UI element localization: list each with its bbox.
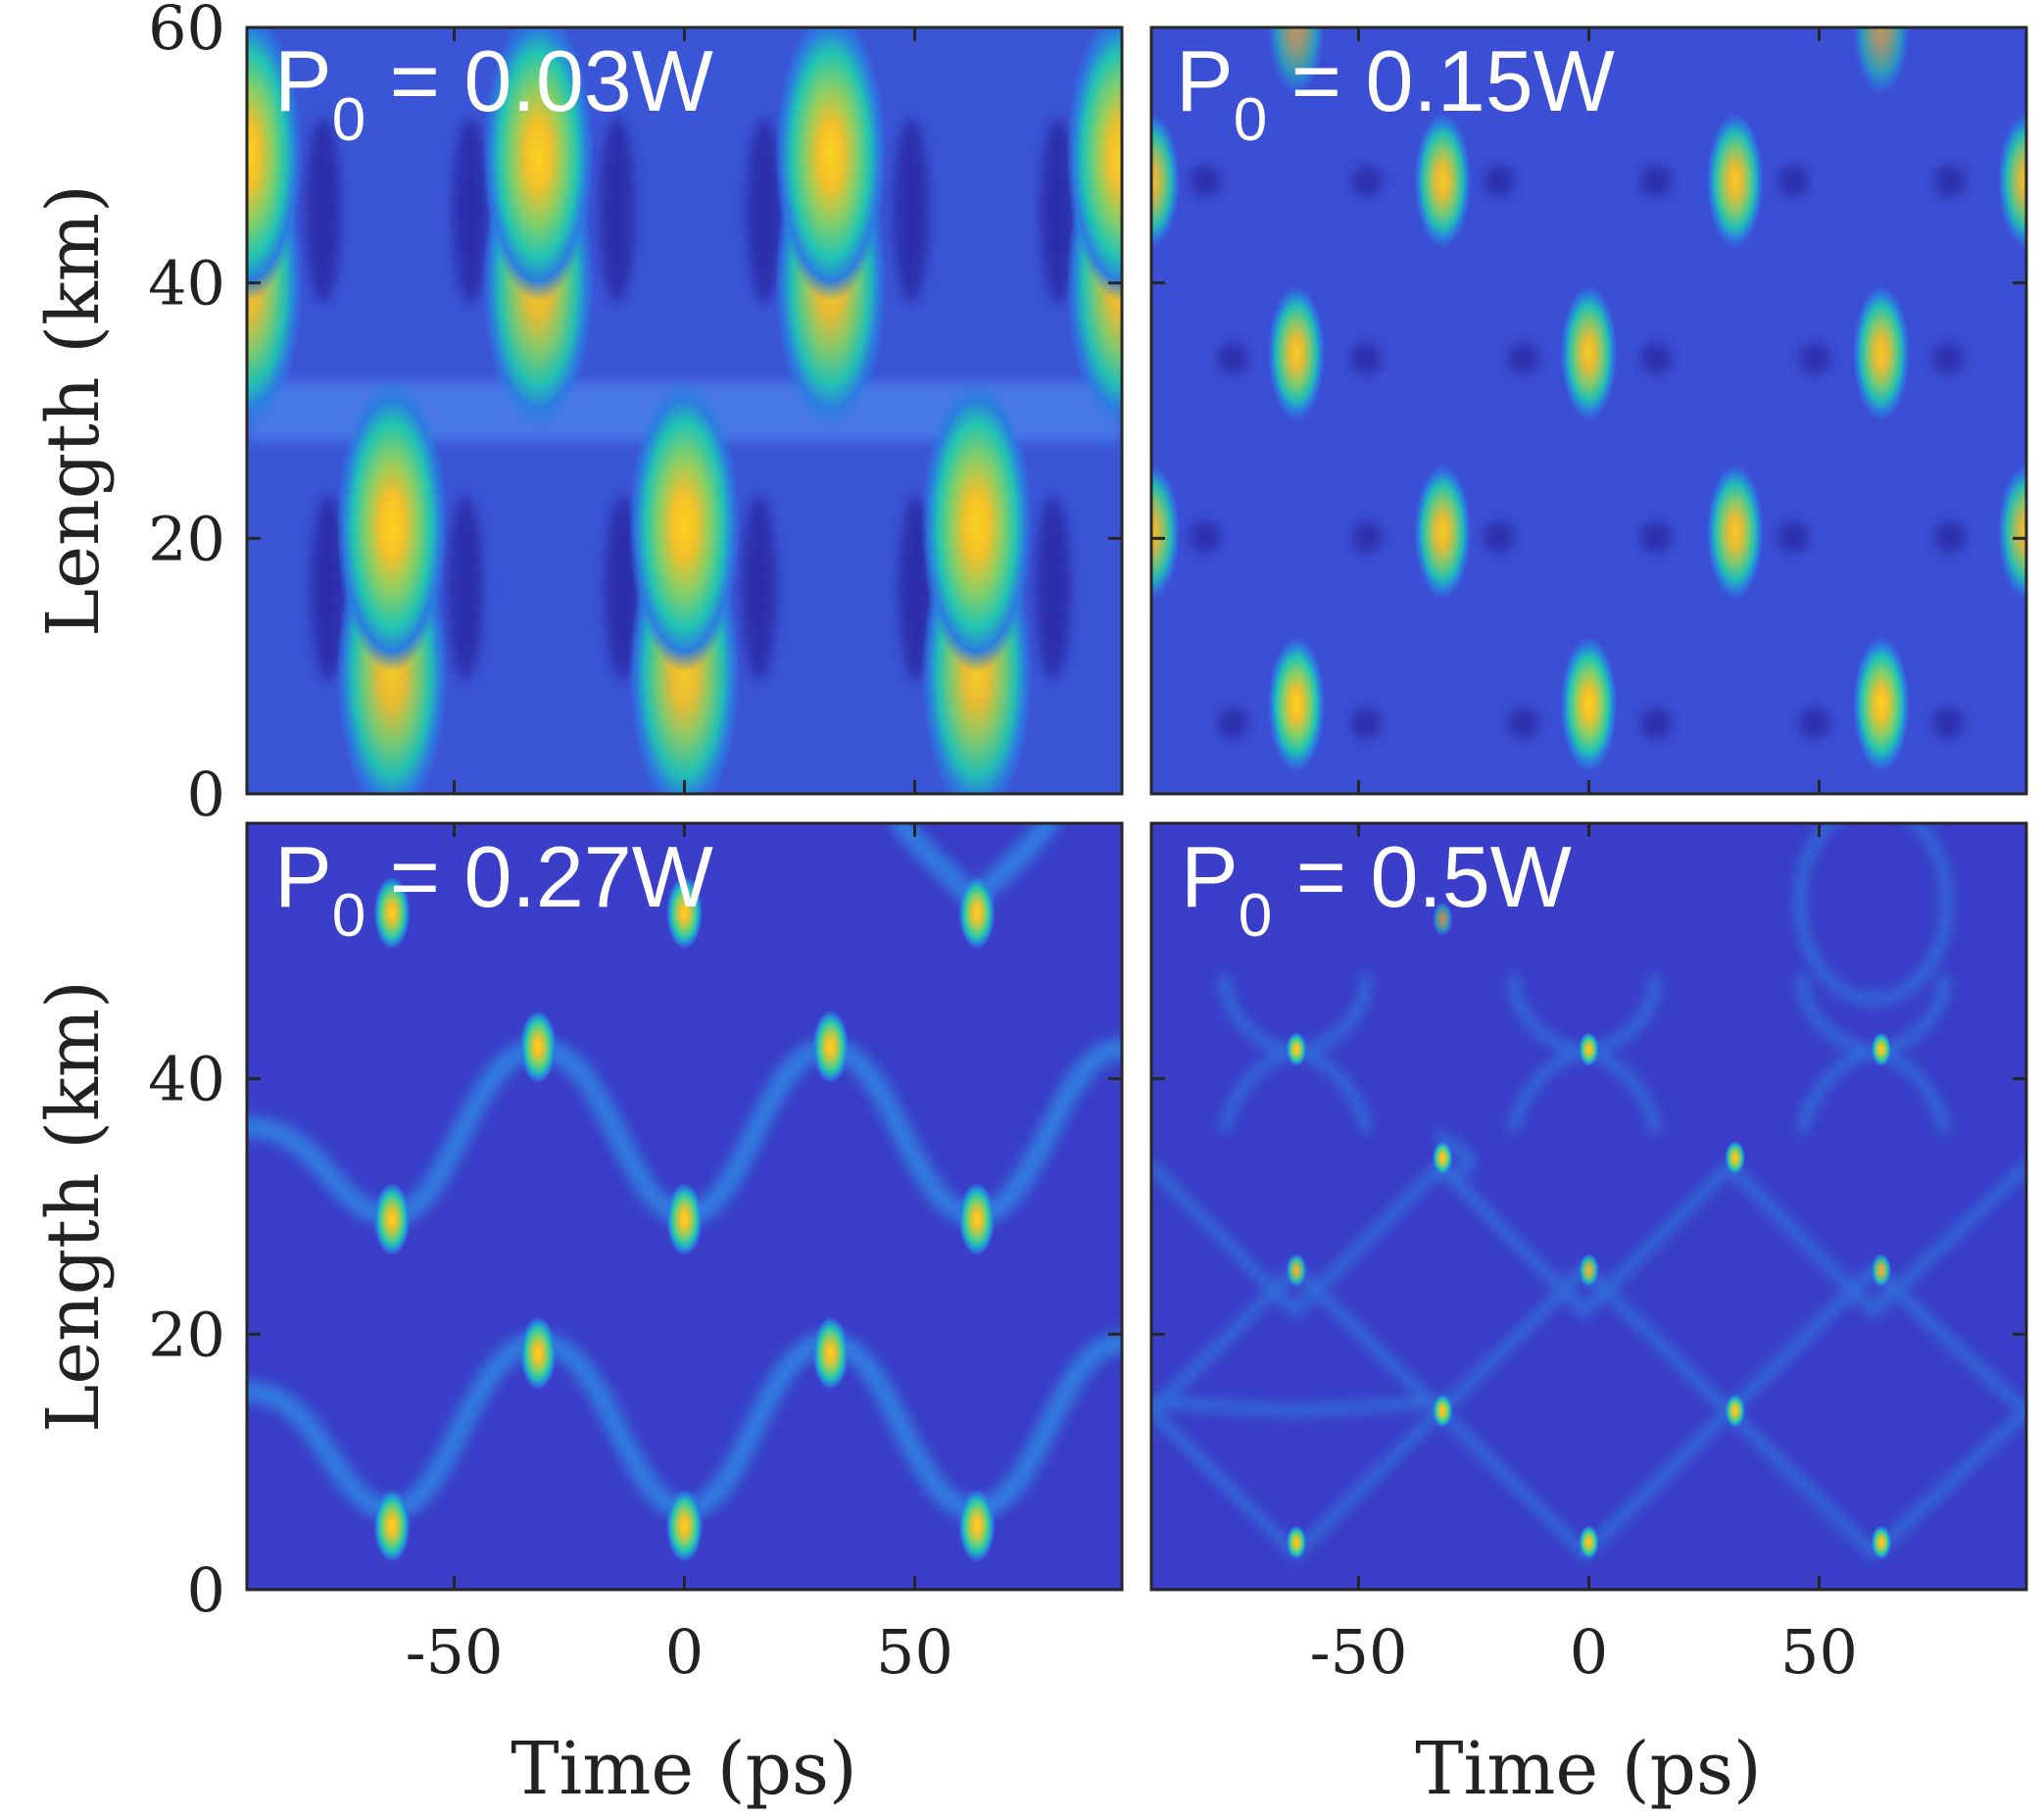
heatmap-peak <box>628 379 741 672</box>
heatmap-peak <box>958 1489 996 1563</box>
heatmap-peak <box>1852 636 1910 772</box>
heatmap-peak <box>1432 902 1453 936</box>
panel-bottom-left: -50 0 50 0 20 40 P0 = 0.27W <box>148 821 1124 1688</box>
y-tick-label: 20 <box>148 1299 225 1370</box>
panel-top-right: P0 = 0.15W <box>1149 25 2028 796</box>
heatmap-peak <box>1286 1032 1307 1066</box>
heatmap-peak <box>373 875 411 950</box>
x-tick-label: 50 <box>876 1616 953 1688</box>
y-tick-label: 60 <box>148 0 225 64</box>
heatmap-peak <box>1560 285 1618 421</box>
panel-label: P0 = 0.27W <box>274 828 713 950</box>
heatmap-blobs <box>373 875 996 1563</box>
heatmap-peak <box>1871 1253 1892 1288</box>
heatmap-peak <box>812 1316 850 1391</box>
heatmap-peak <box>1852 285 1910 421</box>
heatmap-peak <box>1871 1032 1892 1066</box>
heatmap-peak <box>665 1489 704 1563</box>
x-tick-label: 50 <box>1780 1616 1858 1688</box>
heatmap-peak <box>921 379 1033 672</box>
heatmap-peak <box>1871 1525 1892 1559</box>
heatmap-peak <box>1725 1394 1746 1428</box>
heatmap-peak <box>373 1489 411 1563</box>
heatmap-peak <box>1151 465 1180 600</box>
heatmap-peak <box>1560 636 1618 772</box>
x-axis-title-left: Time (ps) <box>511 1727 857 1811</box>
x-axis-title-right: Time (ps) <box>1415 1727 1762 1811</box>
y-tick-label: 0 <box>187 1554 225 1626</box>
y-tick-label: 0 <box>187 759 225 830</box>
heatmap-blobs <box>1151 27 2026 772</box>
heatmap-peak <box>1414 465 1472 600</box>
ticks: -50 0 50 <box>1151 821 2026 1688</box>
ticks: 0 20 40 60 <box>148 0 1122 830</box>
heatmap-blobs <box>1286 902 1892 1559</box>
heatmap-peak <box>1414 113 1472 249</box>
heatmap-peak <box>1066 27 1122 302</box>
heatmap-peak <box>1725 1141 1746 1175</box>
heatmap-peak <box>1579 1253 1599 1288</box>
y-tick-label: 40 <box>148 248 225 319</box>
heatmap-peak <box>958 875 996 950</box>
heatmap-peak <box>665 1182 704 1256</box>
heatmap-peak <box>1432 1141 1453 1175</box>
heatmap-peak <box>958 1182 996 1256</box>
heatmap-decor <box>1190 166 1966 739</box>
heatmap-peak <box>1286 1525 1307 1559</box>
y-tick-label: 40 <box>148 1044 225 1115</box>
heatmap-peak <box>1706 113 1764 249</box>
x-tick-label: 0 <box>1570 1616 1608 1688</box>
heatmap-peak <box>1268 285 1326 421</box>
heatmap-peak <box>665 875 704 950</box>
heatmap-peak <box>519 1009 557 1084</box>
plot-area <box>1151 823 2026 1590</box>
heatmap-peak <box>1286 1253 1307 1288</box>
heatmap-blobs <box>247 27 1122 794</box>
heatmap-peak <box>1151 113 1180 249</box>
heatmap-peak <box>1706 465 1764 600</box>
heatmap-peak <box>482 27 595 302</box>
y-axis-title-top: Length (km) <box>31 184 116 637</box>
heatmap-peak <box>1268 27 1326 95</box>
heatmap-peak <box>1998 465 2026 600</box>
heatmap-peak <box>373 1182 411 1256</box>
panel-label: P0 = 0.15W <box>1176 32 1615 154</box>
heatmap-peak <box>1579 1032 1599 1066</box>
panel-top-left: 0 20 40 60 P0 = 0.03W <box>148 0 1124 830</box>
heatmap-peak <box>1268 636 1326 772</box>
heatmap-peak <box>519 1316 557 1391</box>
ticks <box>1151 25 2026 796</box>
heatmap-peak <box>1579 1525 1599 1559</box>
x-tick-label: -50 <box>1310 1616 1408 1688</box>
heatmap-peak <box>247 27 303 302</box>
y-tick-label: 20 <box>148 503 225 574</box>
panel-label: P0 = 0.5W <box>1181 828 1572 950</box>
heatmap-peak <box>774 27 887 302</box>
heatmap-peak <box>336 379 448 672</box>
x-tick-label: 0 <box>665 1616 704 1688</box>
panel-label: P0 = 0.03W <box>274 32 713 154</box>
heatmap-peak <box>812 1009 850 1084</box>
y-axis-title-bottom: Length (km) <box>31 980 116 1433</box>
panel-bottom-right: -50 0 50 P0 = 0.5W <box>1149 821 2028 1688</box>
ticks: -50 0 50 0 20 40 <box>148 821 1122 1688</box>
x-tick-label: -50 <box>406 1616 504 1688</box>
heatmap-peak <box>1998 113 2026 249</box>
heatmap-peak <box>1432 1394 1453 1428</box>
heatmap-peak <box>1852 27 1910 95</box>
